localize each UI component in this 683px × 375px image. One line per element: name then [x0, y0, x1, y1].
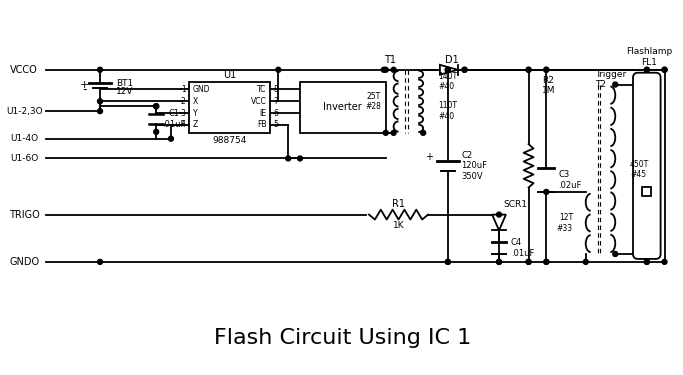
Circle shape [497, 260, 501, 264]
Circle shape [154, 129, 158, 134]
Circle shape [421, 130, 426, 135]
Circle shape [544, 260, 548, 264]
Text: C4
.01uF: C4 .01uF [511, 238, 534, 258]
Text: 110T
#40: 110T #40 [438, 102, 457, 121]
Circle shape [383, 130, 388, 135]
Circle shape [445, 260, 450, 264]
Circle shape [285, 156, 291, 161]
Text: BT1: BT1 [116, 79, 133, 88]
Text: 3: 3 [181, 109, 186, 118]
Text: D1: D1 [445, 55, 458, 65]
Circle shape [391, 130, 396, 135]
Text: C2
120uF
350V: C2 120uF 350V [462, 151, 488, 181]
Bar [300, 82, 386, 133]
Text: 12V: 12V [116, 87, 133, 96]
Circle shape [462, 67, 467, 72]
Circle shape [662, 260, 667, 264]
Text: Trigger
T2: Trigger T2 [596, 70, 627, 89]
Circle shape [613, 252, 617, 257]
Text: IE: IE [260, 109, 266, 118]
Text: +: + [425, 152, 433, 162]
Circle shape [445, 67, 450, 72]
Text: C3
.02uF: C3 .02uF [558, 170, 581, 190]
Circle shape [644, 67, 650, 72]
Circle shape [662, 67, 667, 72]
Text: 988754: 988754 [212, 136, 247, 145]
Circle shape [644, 260, 650, 264]
Polygon shape [440, 65, 458, 75]
Circle shape [154, 104, 158, 109]
Text: 25T
#28: 25T #28 [365, 92, 381, 111]
Circle shape [662, 67, 667, 72]
Polygon shape [492, 214, 506, 230]
Text: U1-4O: U1-4O [10, 134, 38, 143]
Circle shape [583, 260, 588, 264]
FancyBboxPatch shape [633, 73, 660, 259]
Text: R1: R1 [392, 199, 405, 209]
Text: U1: U1 [223, 70, 236, 80]
Circle shape [526, 260, 531, 264]
Text: 140T
#40: 140T #40 [438, 72, 457, 91]
Text: FB: FB [257, 120, 266, 129]
Circle shape [445, 260, 450, 264]
Text: GND: GND [193, 85, 210, 94]
Text: Z: Z [193, 120, 198, 129]
Circle shape [526, 67, 531, 72]
Text: -: - [82, 83, 87, 96]
Text: GNDO: GNDO [9, 257, 39, 267]
Text: TRIGO: TRIGO [9, 210, 40, 220]
Text: R2
1M: R2 1M [542, 76, 556, 95]
Text: X: X [193, 97, 198, 106]
Text: T1: T1 [384, 55, 395, 65]
Text: 4: 4 [181, 120, 186, 129]
Text: Y: Y [193, 109, 197, 118]
Circle shape [276, 67, 281, 72]
Text: 1: 1 [181, 85, 186, 94]
Circle shape [497, 212, 501, 217]
Text: SCR1: SCR1 [503, 200, 527, 209]
Text: 1K: 1K [393, 221, 404, 230]
Circle shape [154, 104, 158, 109]
Text: Inverter: Inverter [324, 102, 362, 112]
Text: 450T
#45: 450T #45 [630, 160, 650, 179]
Text: VCCO: VCCO [10, 65, 38, 75]
Text: 5: 5 [273, 120, 278, 129]
Circle shape [98, 260, 102, 264]
Text: +: + [80, 80, 89, 90]
Circle shape [644, 67, 650, 72]
Bar [643, 187, 651, 196]
Text: 7: 7 [273, 97, 278, 106]
Circle shape [526, 260, 531, 264]
Circle shape [445, 67, 450, 72]
Text: 8: 8 [273, 85, 278, 94]
Circle shape [462, 67, 467, 72]
Circle shape [544, 260, 548, 264]
Circle shape [497, 260, 501, 264]
Bar [189, 82, 270, 133]
Circle shape [298, 156, 303, 161]
Circle shape [169, 136, 173, 141]
Circle shape [98, 67, 102, 72]
Circle shape [98, 109, 102, 114]
Circle shape [613, 82, 617, 87]
Circle shape [381, 67, 386, 72]
Text: U1-6O: U1-6O [10, 154, 38, 163]
Circle shape [544, 189, 548, 194]
Text: 2: 2 [181, 97, 186, 106]
Text: TC: TC [257, 85, 266, 94]
Circle shape [98, 99, 102, 104]
Circle shape [644, 260, 650, 264]
Text: U1-2,3O: U1-2,3O [6, 106, 42, 116]
Circle shape [391, 67, 396, 72]
Circle shape [544, 67, 548, 72]
Circle shape [383, 67, 388, 72]
Text: Flashlamp
FL1: Flashlamp FL1 [626, 47, 672, 67]
Circle shape [526, 67, 531, 72]
Text: Flash Circuit Using IC 1: Flash Circuit Using IC 1 [214, 328, 471, 348]
Text: 12T
#33: 12T #33 [557, 213, 573, 232]
Text: C1
.01uF: C1 .01uF [163, 110, 186, 129]
Text: 6: 6 [273, 109, 278, 118]
Circle shape [544, 67, 548, 72]
Text: VCC: VCC [251, 97, 266, 106]
